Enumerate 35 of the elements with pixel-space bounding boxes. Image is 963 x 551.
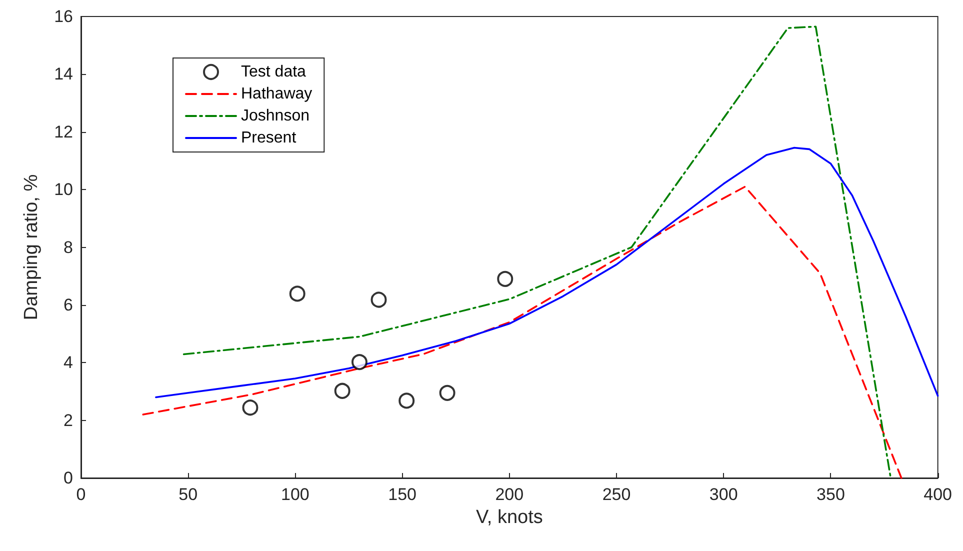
y-axis-title: Damping ratio, % xyxy=(21,174,42,320)
point xyxy=(334,382,350,399)
x-tick-label: 250 xyxy=(602,485,631,504)
y-tick-label: 10 xyxy=(54,180,73,200)
legend-label: Test data xyxy=(241,64,306,80)
point xyxy=(398,392,415,409)
point xyxy=(439,384,456,401)
x-tick-label: 150 xyxy=(388,485,416,504)
y-tick-label: 12 xyxy=(54,122,73,142)
line-series xyxy=(142,186,902,479)
point xyxy=(242,400,258,416)
y-tick-label: 16 xyxy=(54,7,73,26)
y-tick-label: 14 xyxy=(54,64,73,84)
x-tick-label: 200 xyxy=(495,485,524,504)
y-tick-label: 6 xyxy=(64,295,73,314)
point xyxy=(351,354,368,370)
x-tick-label: 350 xyxy=(816,485,845,504)
legend-label: Present xyxy=(241,130,297,146)
point xyxy=(370,292,387,308)
y-tick-label: 2 xyxy=(64,410,73,430)
x-tick-label: 100 xyxy=(281,485,310,504)
line-series xyxy=(155,146,939,398)
point xyxy=(289,286,306,302)
line-series xyxy=(182,26,892,479)
y-tick-label: 4 xyxy=(64,353,73,372)
x-tick-label: 400 xyxy=(924,485,952,504)
x-axis-title: V, knots xyxy=(476,507,543,528)
legend-label: Hathaway xyxy=(241,86,312,102)
point xyxy=(497,270,514,287)
x-tick-label: 0 xyxy=(76,485,86,504)
y-tick-label: 8 xyxy=(64,238,73,257)
x-tick-label: 50 xyxy=(178,485,198,504)
y-tick-label: 0 xyxy=(64,468,73,488)
x-tick-label: 300 xyxy=(709,485,738,504)
legend-label: Joshnson xyxy=(241,108,310,124)
